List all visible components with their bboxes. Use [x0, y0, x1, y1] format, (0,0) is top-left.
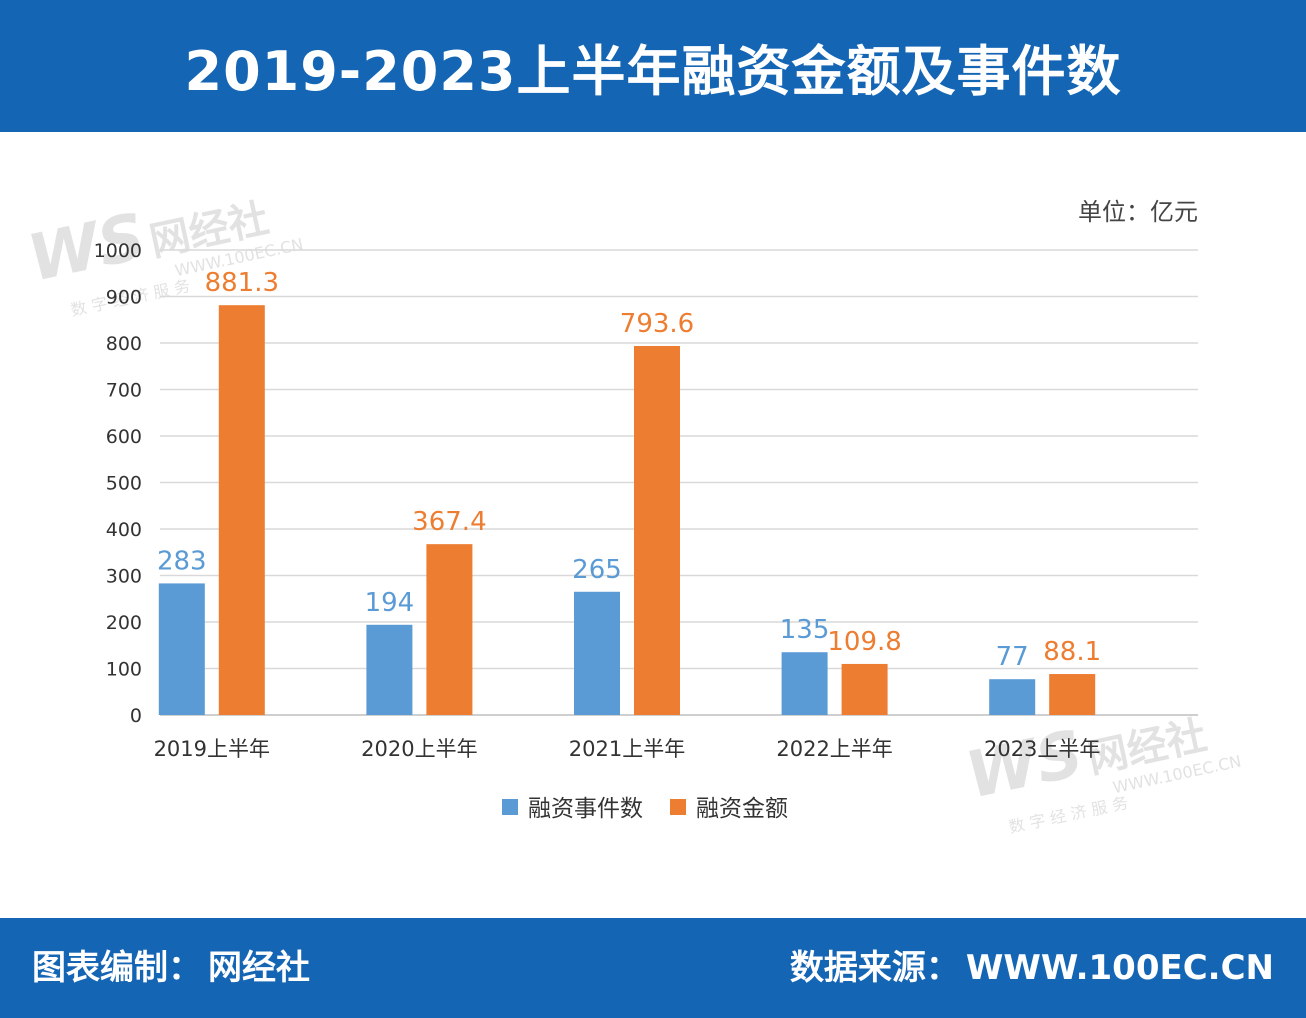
bar-amount	[1049, 674, 1096, 715]
y-tick-label: 1000	[94, 240, 142, 262]
data-label: 367.4	[412, 507, 486, 537]
footer-banner: 图表编制： 网经社 数据来源： WWW.100EC.CN	[0, 918, 1306, 1018]
x-tick-label: 2023上半年	[984, 737, 1100, 761]
bar-events	[989, 679, 1036, 715]
data-label: 793.6	[620, 309, 694, 339]
bar-events	[781, 652, 828, 715]
bar-events	[366, 624, 413, 715]
bar-events	[158, 583, 205, 715]
footer-credit-value: 网经社	[208, 948, 310, 988]
y-tick-label: 600	[106, 426, 142, 448]
data-label: 77	[996, 642, 1029, 672]
footer-credit: 图表编制： 网经社	[32, 918, 310, 1018]
legend-label: 融资金额	[696, 796, 788, 822]
x-tick-label: 2021上半年	[569, 737, 685, 761]
legend-swatch	[670, 799, 686, 815]
x-tick-label: 2020上半年	[361, 737, 477, 761]
footer-credit-label: 图表编制：	[32, 948, 202, 988]
footer-source-label: 数据来源：	[789, 948, 960, 988]
y-tick-label: 400	[106, 519, 142, 541]
x-axis: 2019上半年 2020上半年 2021上半年 2022上半年 2023上半年	[154, 737, 1101, 761]
legend-swatch	[502, 799, 518, 815]
data-label: 88.1	[1043, 637, 1101, 667]
x-tick-label: 2019上半年	[154, 737, 270, 761]
bars	[158, 305, 1096, 715]
y-tick-label: 300	[106, 566, 142, 588]
y-tick-label: 200	[106, 612, 142, 634]
bar-amount	[634, 345, 680, 715]
y-tick-label: 500	[106, 473, 142, 495]
data-label: 135	[780, 615, 830, 645]
legend-label: 融资事件数	[528, 796, 643, 822]
bar-amount	[841, 663, 888, 715]
unit-label: 单位：亿元	[1078, 198, 1198, 226]
y-tick-label: 0	[130, 705, 142, 727]
y-tick-label: 900	[106, 287, 142, 309]
data-label: 881.3	[205, 268, 279, 298]
footer-source: 数据来源： WWW.100EC.CN	[790, 918, 1274, 1018]
page-title: 2019-2023上半年融资金额及事件数	[184, 39, 1122, 103]
y-tick-label: 700	[106, 380, 142, 402]
y-tick-label: 100	[106, 659, 142, 681]
y-tick-label: 800	[106, 333, 142, 355]
y-axis: 0 100 200 300 400 500 600 700 800 900 1000	[94, 240, 142, 727]
footer-source-value: WWW.100EC.CN	[965, 948, 1274, 988]
x-tick-label: 2022上半年	[776, 737, 892, 761]
data-label: 265	[572, 555, 622, 585]
data-label: 194	[365, 588, 415, 618]
data-label: 283	[157, 546, 207, 576]
data-label: 109.8	[827, 627, 901, 657]
bar-amount	[426, 544, 473, 715]
legend: 融资事件数 融资金额	[502, 796, 788, 822]
header-banner: 2019-2023上半年融资金额及事件数	[0, 0, 1306, 132]
bar-events	[574, 591, 620, 715]
bar-amount	[218, 305, 265, 715]
